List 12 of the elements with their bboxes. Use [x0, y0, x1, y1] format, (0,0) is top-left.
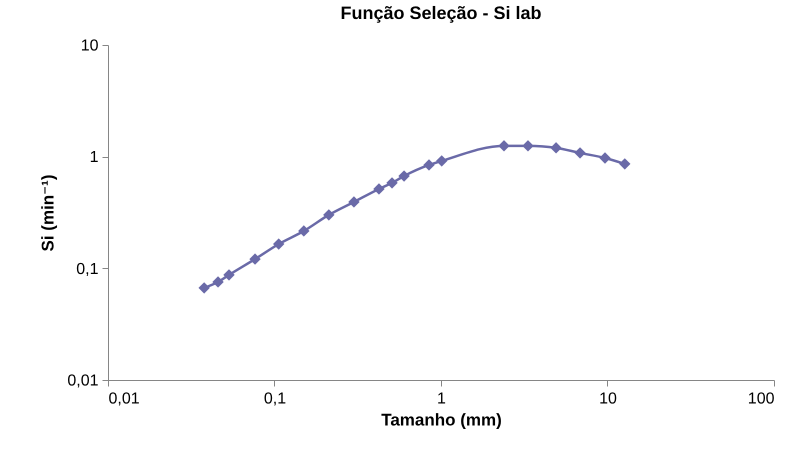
y-tick-label: 1	[90, 149, 99, 166]
x-tick-label: 0,01	[108, 390, 140, 408]
y-axis-title: Si (min⁻¹)	[38, 174, 58, 252]
x-tick-label: 10	[599, 390, 617, 408]
y-tick-label: 0,01	[67, 372, 99, 390]
y-tick-label: 10	[80, 38, 99, 54]
x-tick-label: 100	[748, 390, 775, 408]
x-axis-title: Tamanho (mm)	[381, 410, 502, 430]
x-tick-label: 0,1	[264, 390, 286, 408]
chart-title: Função Seleção - Si lab	[340, 3, 542, 23]
x-tick-label: 1	[437, 390, 446, 408]
y-tick-label: 0,1	[76, 260, 99, 278]
